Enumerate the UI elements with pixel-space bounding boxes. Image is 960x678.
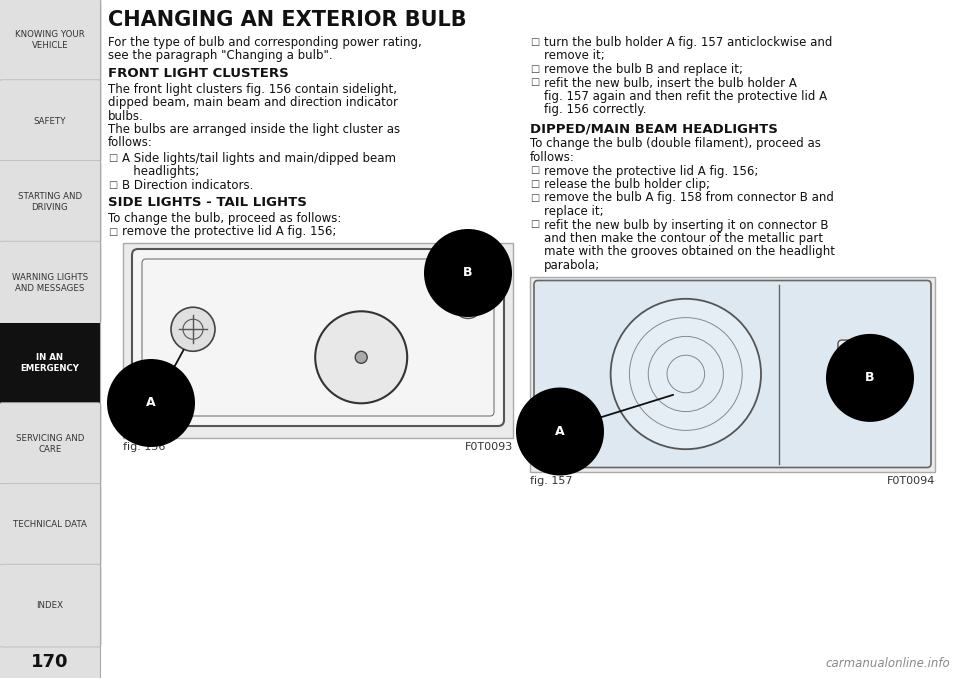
- FancyBboxPatch shape: [0, 483, 101, 566]
- Text: □: □: [108, 226, 117, 237]
- Bar: [0, 323, 100, 404]
- FancyBboxPatch shape: [132, 249, 504, 426]
- Text: bulbs.: bulbs.: [108, 110, 144, 123]
- Bar: [530, 277, 935, 471]
- FancyBboxPatch shape: [0, 161, 101, 243]
- Bar: [123, 243, 513, 438]
- Text: fig. 157: fig. 157: [530, 475, 572, 485]
- Text: For the type of bulb and corresponding power rating,: For the type of bulb and corresponding p…: [108, 36, 421, 49]
- Text: □: □: [530, 193, 540, 203]
- FancyBboxPatch shape: [0, 80, 101, 163]
- Text: parabola;: parabola;: [544, 259, 600, 272]
- Text: remove the bulb B and replace it;: remove the bulb B and replace it;: [544, 63, 743, 76]
- Text: SAFETY: SAFETY: [34, 117, 66, 125]
- Text: □: □: [530, 37, 540, 47]
- Text: F0T0094: F0T0094: [887, 475, 935, 485]
- Text: 170: 170: [32, 653, 69, 671]
- FancyBboxPatch shape: [534, 281, 931, 468]
- Text: fig. 157 again and then refit the protective lid A: fig. 157 again and then refit the protec…: [544, 90, 828, 103]
- Text: A: A: [146, 397, 156, 410]
- Text: FRONT LIGHT CLUSTERS: FRONT LIGHT CLUSTERS: [108, 67, 289, 80]
- FancyBboxPatch shape: [0, 403, 101, 485]
- Text: fig. 156: fig. 156: [123, 442, 165, 452]
- Text: The front light clusters fig. 156 contain sidelight,: The front light clusters fig. 156 contai…: [108, 83, 397, 96]
- Text: □: □: [530, 165, 540, 176]
- Text: fig. 156 correctly.: fig. 156 correctly.: [544, 104, 646, 117]
- Text: remove the bulb A fig. 158 from connector B and: remove the bulb A fig. 158 from connecto…: [544, 191, 834, 205]
- Text: STARTING AND
DRIVING: STARTING AND DRIVING: [18, 192, 82, 212]
- Text: B Direction indicators.: B Direction indicators.: [122, 179, 253, 192]
- Text: □: □: [530, 64, 540, 74]
- Text: carmanualonline.info: carmanualonline.info: [826, 657, 950, 670]
- Text: B: B: [464, 266, 472, 279]
- FancyBboxPatch shape: [0, 0, 101, 82]
- Text: follows:: follows:: [108, 136, 153, 150]
- Text: □: □: [530, 179, 540, 189]
- Text: remove the protective lid A fig. 156;: remove the protective lid A fig. 156;: [544, 165, 758, 178]
- Text: dipped beam, main beam and direction indicator: dipped beam, main beam and direction ind…: [108, 96, 398, 109]
- Text: TECHNICAL DATA: TECHNICAL DATA: [13, 521, 87, 530]
- FancyBboxPatch shape: [0, 564, 101, 647]
- Text: F0T0093: F0T0093: [465, 442, 513, 452]
- Circle shape: [355, 351, 367, 363]
- Text: refit the new bulb, insert the bulb holder A: refit the new bulb, insert the bulb hold…: [544, 77, 797, 89]
- Text: To change the bulb (double filament), proceed as: To change the bulb (double filament), pr…: [530, 138, 821, 151]
- Text: □: □: [108, 153, 117, 163]
- Text: IN AN
EMERGENCY: IN AN EMERGENCY: [20, 353, 80, 374]
- Circle shape: [315, 311, 407, 403]
- Text: remove it;: remove it;: [544, 49, 605, 62]
- Text: WARNING LIGHTS
AND MESSAGES: WARNING LIGHTS AND MESSAGES: [12, 273, 88, 293]
- FancyBboxPatch shape: [838, 340, 876, 383]
- Text: SERVICING AND
CARE: SERVICING AND CARE: [15, 434, 84, 454]
- Text: □: □: [530, 77, 540, 87]
- Circle shape: [611, 299, 761, 450]
- Text: KNOWING YOUR
VEHICLE: KNOWING YOUR VEHICLE: [15, 31, 84, 50]
- Text: □: □: [530, 220, 540, 229]
- Circle shape: [171, 307, 215, 351]
- Text: □: □: [108, 180, 117, 190]
- Circle shape: [454, 290, 482, 319]
- Text: To change the bulb, proceed as follows:: To change the bulb, proceed as follows:: [108, 212, 342, 225]
- Text: INDEX: INDEX: [36, 601, 63, 610]
- Text: follows:: follows:: [530, 151, 575, 164]
- Text: turn the bulb holder A fig. 157 anticlockwise and: turn the bulb holder A fig. 157 anticloc…: [544, 36, 832, 49]
- Text: replace it;: replace it;: [544, 205, 604, 218]
- Text: A: A: [555, 425, 564, 438]
- Text: remove the protective lid A fig. 156;: remove the protective lid A fig. 156;: [122, 226, 336, 239]
- Text: and then make the contour of the metallic part: and then make the contour of the metalli…: [544, 232, 823, 245]
- Text: headlights;: headlights;: [122, 165, 200, 178]
- Text: mate with the grooves obtained on the headlight: mate with the grooves obtained on the he…: [544, 245, 835, 258]
- Text: B: B: [865, 372, 875, 384]
- Text: SIDE LIGHTS - TAIL LIGHTS: SIDE LIGHTS - TAIL LIGHTS: [108, 197, 307, 210]
- FancyBboxPatch shape: [0, 241, 101, 324]
- Bar: [0, 0, 100, 678]
- Text: The bulbs are arranged inside the light cluster as: The bulbs are arranged inside the light …: [108, 123, 400, 136]
- Bar: [851, 376, 863, 394]
- Text: CHANGING AN EXTERIOR BULB: CHANGING AN EXTERIOR BULB: [108, 10, 467, 30]
- Text: refit the new bulb by inserting it on connector B: refit the new bulb by inserting it on co…: [544, 218, 828, 231]
- Text: DIPPED/MAIN BEAM HEADLIGHTS: DIPPED/MAIN BEAM HEADLIGHTS: [530, 122, 778, 135]
- Text: see the paragraph "Changing a bulb".: see the paragraph "Changing a bulb".: [108, 49, 332, 62]
- Text: A Side lights/tail lights and main/dipped beam: A Side lights/tail lights and main/dippe…: [122, 152, 396, 165]
- Text: release the bulb holder clip;: release the bulb holder clip;: [544, 178, 710, 191]
